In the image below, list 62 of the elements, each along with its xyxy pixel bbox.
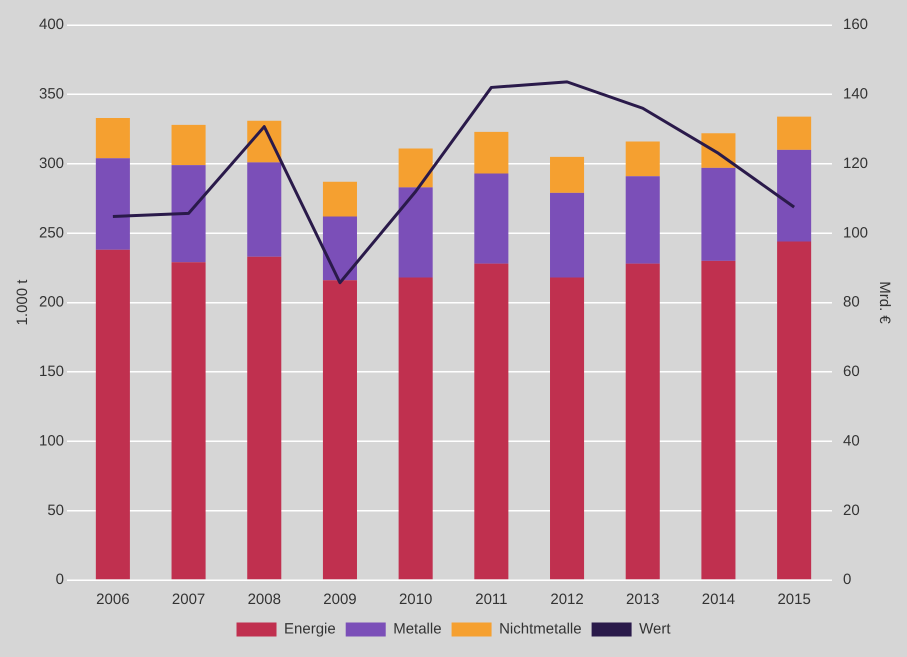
legend-label: Energie [284,620,336,638]
bar [474,264,508,580]
y-tick-label: 150 [38,363,64,380]
bar [550,278,584,580]
bar [96,118,130,158]
bar [474,173,508,264]
y2-tick-label: 120 [842,154,868,172]
bar [701,168,736,261]
y-tick-label: 350 [38,86,64,103]
y2-tick-label: 40 [842,432,860,450]
bar [172,124,206,166]
bar [247,256,282,580]
x-tick-label: 2011 [475,591,508,608]
x-tick-label: 2012 [550,591,584,608]
bar [172,262,206,580]
x-tick-label: 2006 [96,591,130,608]
x-tick-label: 2007 [172,591,206,608]
bar [172,165,206,262]
bar [398,278,433,580]
y2-tick-label: 20 [842,502,860,519]
legend-label: Metalle [393,620,442,638]
bar [322,216,357,280]
y2-tick-label: 100 [842,224,868,242]
y-tick-label: 300 [38,154,64,172]
bar [626,142,660,176]
y-tick-label: 50 [47,502,64,519]
bar [96,250,130,580]
bar [550,192,584,278]
y2-tick-label: 60 [842,363,860,380]
bar [322,182,357,216]
y-tick-label: 400 [38,16,64,34]
bar [322,280,357,580]
bar [777,116,812,150]
x-tick-label: 2008 [248,591,281,608]
legend-label: Wert [639,620,672,638]
bar [96,158,130,250]
x-tick-label: 2009 [323,591,357,608]
bar [247,162,282,257]
y-tick-label: 0 [56,571,64,588]
bar [398,187,433,278]
y-tick-label: 100 [38,432,64,450]
bar [626,176,660,264]
y-tick-label: 200 [38,294,64,311]
y-tick-label: 250 [38,224,64,242]
x-tick-label: 2014 [702,591,736,608]
y2-tick-label: 80 [842,294,860,311]
bar [398,148,433,188]
bar [701,260,736,580]
bar [777,150,812,242]
bar [777,241,812,580]
bar [626,264,660,580]
y2-tick-label: 160 [842,16,868,34]
y2-tick-label: 140 [842,86,868,103]
x-tick-label: 2015 [777,591,811,608]
y2-tick-label: 0 [842,571,852,588]
y-axis-title: 1.000 t [14,278,32,326]
legend-label: Nichtmetalle [499,620,582,638]
y2-axis-title: Mrd. € [876,281,893,324]
bar [474,132,508,174]
x-tick-label: 2010 [398,591,432,608]
x-tick-label: 2013 [626,591,660,608]
bar [550,156,584,193]
